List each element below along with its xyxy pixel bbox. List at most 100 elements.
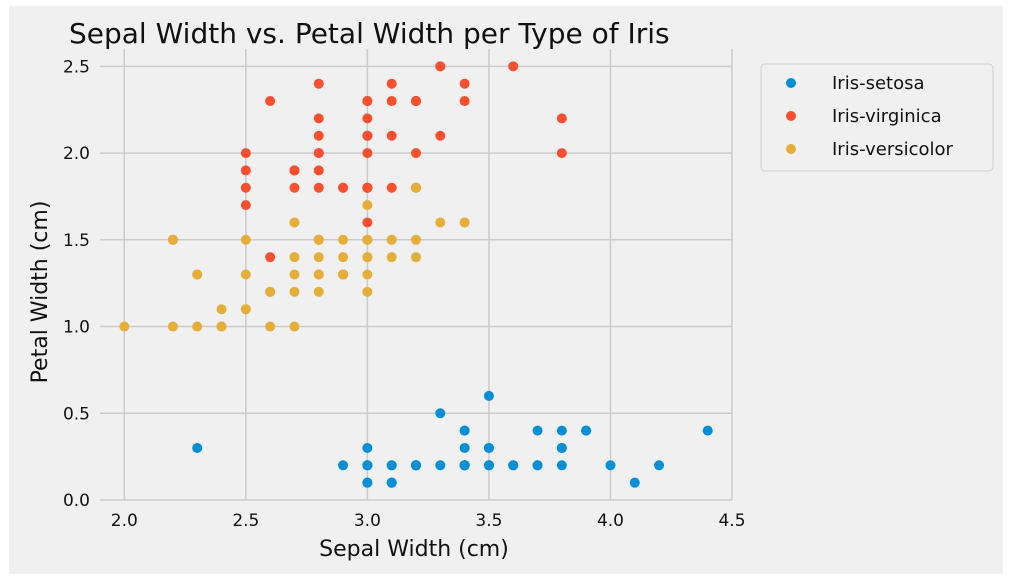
data-point-iris-versicolor	[216, 321, 227, 332]
data-point-iris-versicolor	[167, 234, 178, 245]
data-point-iris-versicolor	[289, 286, 300, 297]
tick-labels: 2.0 2.5 3.0 3.5 4.0 4.5 0.0 0.5 1.0 1.5 2.0 2.5	[63, 57, 746, 531]
data-point-iris-versicolor	[167, 321, 178, 332]
data-point-iris-virginica	[386, 96, 397, 107]
data-point-iris-versicolor	[265, 286, 276, 297]
data-point-iris-virginica	[362, 148, 373, 159]
data-point-iris-virginica	[240, 200, 251, 211]
legend-frame	[760, 63, 994, 172]
data-point-iris-versicolor	[289, 252, 300, 263]
data-point-iris-setosa	[532, 460, 543, 471]
data-point-iris-versicolor	[362, 286, 373, 297]
data-point-iris-virginica	[362, 113, 373, 124]
data-point-iris-virginica	[313, 78, 324, 89]
data-point-iris-versicolor	[411, 234, 421, 245]
data-point-iris-setosa	[483, 390, 494, 401]
x-tick-label: 4.5	[718, 511, 745, 531]
legend-marker	[786, 144, 796, 154]
legend-marker	[786, 78, 796, 88]
data-point-iris-setosa	[532, 425, 543, 436]
data-point-iris-virginica	[240, 165, 251, 176]
data-points	[119, 61, 713, 488]
data-point-iris-virginica	[313, 165, 324, 176]
data-point-iris-virginica	[459, 78, 470, 89]
data-point-iris-virginica	[556, 113, 567, 124]
data-point-iris-setosa	[362, 477, 373, 488]
data-point-iris-versicolor	[216, 304, 227, 315]
data-point-iris-versicolor	[313, 252, 324, 263]
data-point-iris-virginica	[411, 148, 421, 159]
data-point-iris-versicolor	[240, 304, 251, 315]
x-axis-title: Sepal Width (cm)	[319, 537, 509, 562]
data-point-iris-versicolor	[289, 269, 300, 280]
data-point-iris-versicolor	[459, 217, 470, 228]
data-point-iris-virginica	[556, 148, 567, 159]
scatter-chart: Sepal Width vs. Petal Width per Type of …	[28, 17, 994, 562]
data-point-iris-setosa	[483, 442, 494, 453]
y-tick-label: 1.0	[63, 318, 90, 338]
data-point-iris-setosa	[605, 460, 616, 471]
data-point-iris-versicolor	[362, 200, 373, 211]
data-point-iris-versicolor	[386, 234, 397, 245]
x-tick-label: 4.0	[597, 511, 624, 531]
data-point-iris-virginica	[435, 61, 446, 72]
y-axis-title: Petal Width (cm)	[28, 201, 53, 384]
data-point-iris-versicolor	[362, 234, 373, 245]
y-tick-label: 1.5	[63, 231, 90, 251]
chart-title: Sepal Width vs. Petal Width per Type of …	[69, 17, 670, 50]
data-point-iris-versicolor	[289, 217, 300, 228]
grid-lines	[100, 49, 733, 501]
data-point-iris-setosa	[459, 425, 470, 436]
data-point-iris-versicolor	[192, 321, 203, 332]
data-point-iris-versicolor	[338, 234, 349, 245]
data-point-iris-versicolor	[362, 269, 373, 280]
data-point-iris-virginica	[435, 130, 446, 141]
data-point-iris-versicolor	[411, 182, 421, 193]
x-tick-label: 3.0	[354, 511, 381, 531]
data-point-iris-versicolor	[119, 321, 130, 332]
data-point-iris-virginica	[265, 252, 276, 263]
data-point-iris-virginica	[459, 96, 470, 107]
data-point-iris-setosa	[338, 460, 349, 471]
data-point-iris-virginica	[508, 61, 519, 72]
data-point-iris-virginica	[362, 182, 373, 193]
data-point-iris-virginica	[289, 182, 300, 193]
data-point-iris-virginica	[240, 182, 251, 193]
data-point-iris-setosa	[508, 460, 519, 471]
data-point-iris-versicolor	[289, 321, 300, 332]
y-tick-label: 2.5	[63, 57, 90, 77]
data-point-iris-setosa	[362, 460, 373, 471]
data-point-iris-virginica	[313, 182, 324, 193]
x-tick-label: 2.0	[111, 511, 138, 531]
data-point-iris-virginica	[386, 130, 397, 141]
data-point-iris-virginica	[362, 130, 373, 141]
data-point-iris-virginica	[362, 96, 373, 107]
legend: Iris-setosa Iris-virginica Iris-versicolor	[760, 63, 994, 172]
data-point-iris-setosa	[386, 460, 397, 471]
data-point-iris-virginica	[240, 148, 251, 159]
legend-label: Iris-virginica	[832, 106, 942, 127]
data-point-iris-setosa	[483, 460, 494, 471]
data-point-iris-setosa	[556, 425, 567, 436]
data-point-iris-setosa	[386, 477, 397, 488]
data-point-iris-setosa	[654, 460, 665, 471]
data-point-iris-versicolor	[313, 234, 324, 245]
data-point-iris-versicolor	[192, 269, 203, 280]
data-point-iris-versicolor	[313, 269, 324, 280]
data-point-iris-versicolor	[386, 252, 397, 263]
data-point-iris-virginica	[386, 78, 397, 89]
data-point-iris-versicolor	[313, 286, 324, 297]
data-point-iris-virginica	[313, 130, 324, 141]
data-point-iris-virginica	[386, 182, 397, 193]
data-point-iris-setosa	[459, 442, 470, 453]
y-tick-label: 0.0	[63, 491, 90, 511]
data-point-iris-versicolor	[265, 321, 276, 332]
data-point-iris-virginica	[338, 182, 349, 193]
data-point-iris-setosa	[435, 408, 446, 419]
data-point-iris-versicolor	[435, 217, 446, 228]
data-point-iris-virginica	[289, 165, 300, 176]
data-point-iris-virginica	[313, 148, 324, 159]
x-tick-label: 2.5	[232, 511, 259, 531]
data-point-iris-versicolor	[411, 252, 421, 263]
data-point-iris-versicolor	[338, 252, 349, 263]
